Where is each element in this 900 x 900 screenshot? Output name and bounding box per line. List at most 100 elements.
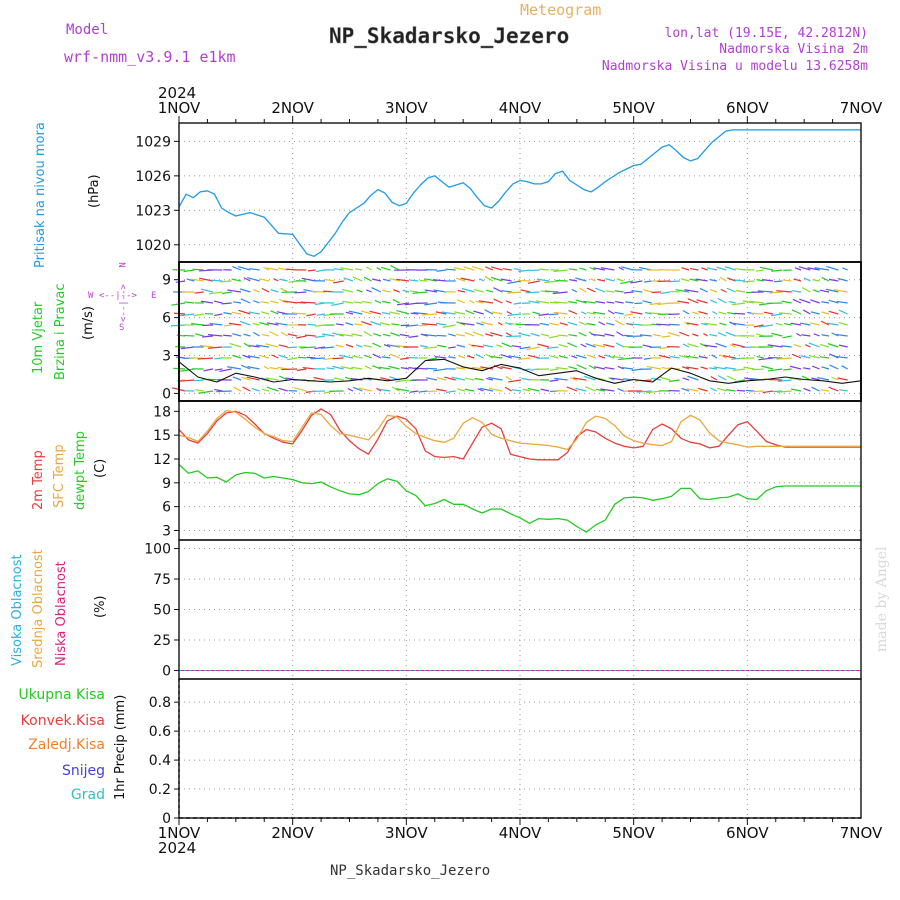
wind-barb xyxy=(490,355,503,359)
wind-barb xyxy=(761,279,774,282)
wind-barb xyxy=(742,280,755,283)
wind-barb xyxy=(332,365,344,370)
wind-barb xyxy=(485,333,494,337)
wind-barb xyxy=(321,333,335,337)
wind-barb xyxy=(219,280,232,283)
wind-barb xyxy=(711,354,718,359)
wind-barb xyxy=(504,321,512,326)
wind-barb xyxy=(783,322,792,326)
wind-barb xyxy=(568,268,578,271)
wind-barb xyxy=(365,266,372,271)
wind-barb xyxy=(490,266,503,271)
wind-barb xyxy=(770,313,783,317)
wind-barb xyxy=(214,368,223,371)
wind-barb xyxy=(546,346,559,350)
wind-barb xyxy=(649,302,662,306)
wind-barb xyxy=(800,355,811,359)
wind-barb xyxy=(719,276,727,282)
wind-barb xyxy=(544,280,559,284)
wind-barb xyxy=(553,301,568,304)
wind-barb xyxy=(540,388,550,392)
wind-barb xyxy=(454,311,466,315)
y-tick-label: 3 xyxy=(162,349,171,365)
wind-barb xyxy=(331,302,344,307)
wind-barb xyxy=(616,331,624,337)
wind-barb xyxy=(389,353,400,359)
wind-barb xyxy=(412,291,428,294)
wind-barb xyxy=(593,267,606,271)
wind-barb xyxy=(466,355,475,359)
y-tick-label: 1029 xyxy=(135,134,171,150)
wind-barb xyxy=(475,300,484,304)
wind-barb xyxy=(389,277,400,282)
wind-barb xyxy=(558,334,568,337)
wind-barb xyxy=(719,354,727,359)
wind-barb xyxy=(409,390,419,393)
wind-barb xyxy=(348,310,363,315)
wind-barb xyxy=(544,290,559,293)
wind-label-1: 10m Vjetar xyxy=(31,301,46,374)
wind-barb xyxy=(717,375,727,381)
wind-barb xyxy=(372,353,382,359)
wind-barb xyxy=(709,288,718,293)
time-label-bottom: 3NOV xyxy=(385,824,428,842)
wind-barb xyxy=(202,335,214,338)
wind-barb xyxy=(424,289,438,293)
wind-barb xyxy=(278,267,288,271)
wind-barb xyxy=(175,280,186,283)
wind-barb xyxy=(828,386,839,392)
wind-barb xyxy=(390,332,400,337)
wind-barb xyxy=(819,289,830,293)
wind-barb xyxy=(410,312,419,315)
wind-barb xyxy=(734,279,746,282)
wind-barb xyxy=(335,323,344,326)
wind-barb xyxy=(652,334,662,337)
wind-barb xyxy=(513,267,522,271)
wind-barb xyxy=(681,366,690,370)
wind-barb xyxy=(802,309,811,315)
wind-barb xyxy=(799,298,811,304)
wind-barb xyxy=(265,343,279,348)
wind-barb xyxy=(259,278,270,282)
wind-barb xyxy=(709,333,718,337)
wind-barb xyxy=(682,310,690,315)
wind-barb xyxy=(820,389,830,392)
wind-barb xyxy=(821,366,830,370)
wind-barb xyxy=(771,332,783,337)
wind-barb xyxy=(667,331,680,337)
wind-barb xyxy=(726,375,736,381)
wind-barb xyxy=(607,309,615,315)
wind-barb xyxy=(485,353,494,359)
wind-barb xyxy=(480,366,494,370)
wind-barb xyxy=(464,377,475,381)
wind-barb xyxy=(358,387,372,392)
wind-barb xyxy=(214,313,223,317)
wind-barb xyxy=(642,300,652,304)
y-tick-label: 75 xyxy=(153,572,171,588)
wind-barb xyxy=(629,323,643,326)
wind-barb xyxy=(779,312,792,315)
wind-barb xyxy=(451,376,466,381)
wind-barb xyxy=(644,280,652,283)
wind-barb xyxy=(280,287,288,293)
compass-south: S xyxy=(119,323,124,333)
wind-barb xyxy=(239,288,251,293)
wind-barb xyxy=(464,331,475,337)
wind-barb xyxy=(280,331,288,337)
wind-barb xyxy=(436,269,447,272)
wind-barb xyxy=(537,343,550,348)
wind-barb xyxy=(286,268,298,271)
wind-barb xyxy=(486,289,494,293)
wind-barb xyxy=(463,266,475,271)
wind-barb xyxy=(789,365,802,370)
y-tick-label: 15 xyxy=(153,428,171,444)
wind-barb xyxy=(392,298,400,304)
wind-barb xyxy=(479,278,484,282)
wind-barb xyxy=(715,342,727,348)
wind-barb xyxy=(722,355,736,359)
wind-barb xyxy=(399,333,410,337)
wind-barb xyxy=(586,354,596,359)
wind-barb xyxy=(186,278,195,282)
wind-barb xyxy=(776,390,792,393)
